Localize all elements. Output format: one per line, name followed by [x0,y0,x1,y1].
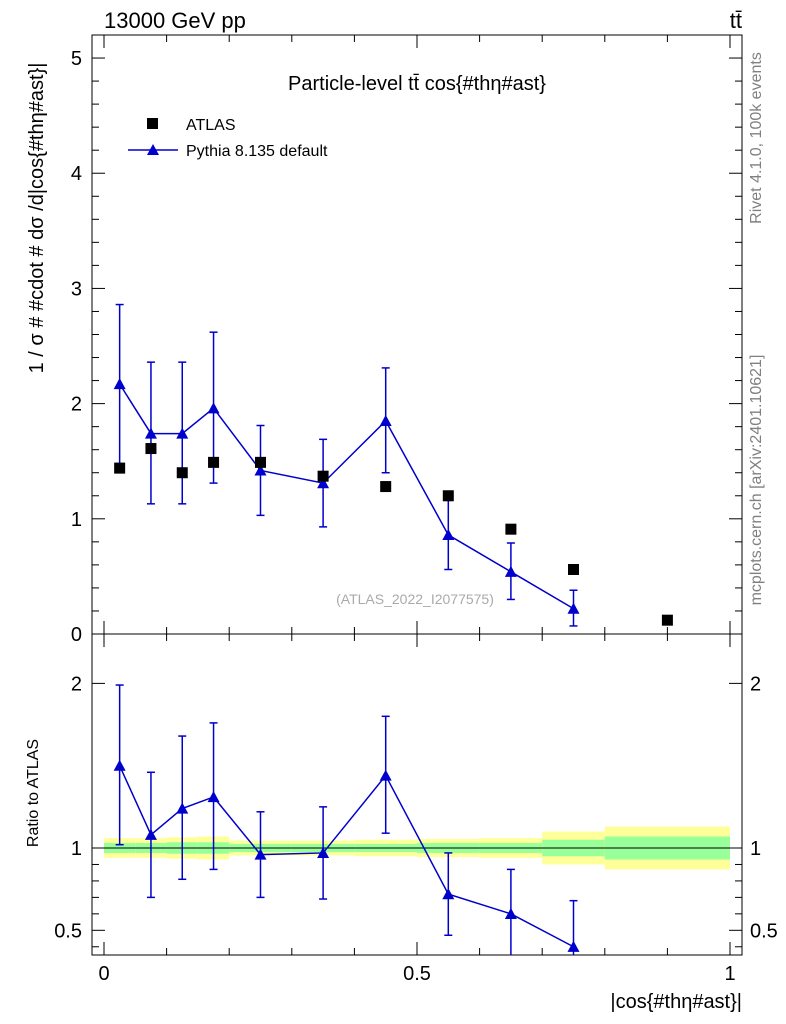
main-y-tick-label-4: 4 [71,163,82,185]
ratio-y-tick-label-left-0: 0.5 [54,920,82,942]
main-y-tick-label-3: 3 [71,278,82,300]
legend: ATLAS Pythia 8.135 default [128,117,328,160]
x-tick-label-2: 1 [724,963,735,985]
atlas-point-2 [176,467,188,479]
ratio-point-1 [144,828,157,840]
pythia-point-7 [442,528,455,541]
atlas-point-4 [255,456,266,468]
pythia-point-4 [254,464,267,476]
atlas-point-5 [317,470,329,482]
legend-atlas-label: ATLAS [186,117,236,134]
ratio-point-0 [113,759,126,771]
ratio-bands [104,826,730,870]
atlas-point-9 [568,563,579,575]
pythia-point-8 [504,565,517,577]
y-axis-title-main: 1 / σ # #cdot # dσ /d|cos{#thη#ast}| [26,63,48,374]
pythia-point-9 [567,602,580,614]
pythia-point-0 [113,378,126,390]
pythia-point-2 [176,427,189,439]
ratio-point-2 [176,802,189,814]
pythia-line [119,383,574,610]
ratio-y-tick-label-right-1: 1 [750,838,761,860]
legend-pythia-label: Pythia 8.135 default [186,143,328,160]
pythia-point-5 [317,477,330,489]
ratio-point-7 [442,888,455,900]
x-tick-label-0: 0 [98,963,109,985]
atlas-point-8 [505,523,517,535]
atlas-point-6 [380,481,392,493]
main-y-tick-label-2: 2 [71,394,82,416]
watermark: (ATLAS_2022_I2077575) [336,591,494,607]
ratio-point-9 [567,940,580,952]
ratio-y-tick-label-right-2: 2 [750,673,761,695]
tick-labels: 0 0.5 1 0 1 2 3 4 5 0.5 0.5 1 1 2 2 [54,48,778,985]
pythia-point-3 [207,402,220,414]
pythia-point-1 [144,427,157,439]
axes [91,34,743,956]
ratio-point-6 [379,769,392,781]
atlas-point-7 [442,490,454,502]
ratio-line [118,765,574,948]
ratio-point-3 [207,790,220,803]
energy-label: 13000 GeV pp [104,8,246,33]
atlas-point-10 [661,614,673,626]
main-y-tick-label-0: 0 [71,624,82,646]
x-axis-title: |cos{#thη#ast}| [610,991,742,1013]
ratio-point-8 [504,907,517,919]
ratio-point-4 [254,848,267,860]
main-y-tick-label-1: 1 [71,509,82,531]
legend-atlas-marker [147,118,158,129]
main-y-tick-label-5: 5 [71,48,82,70]
ratio-y-tick-label-left-2: 2 [71,673,82,695]
mcplots-label: mcplots.cern.ch [arXiv:2401.10621] [748,355,765,606]
chart-title: Particle-level tt̄ cos{#thη#ast} [288,73,546,95]
ratio-y-tick-label-left-1: 1 [71,838,82,860]
atlas-point-1 [145,443,157,455]
legend-pythia-marker [147,144,159,155]
process-label: tt̄ [730,8,742,33]
ratio-point-5 [317,846,330,859]
atlas-point-0 [114,462,126,474]
ratio-y-tick-label-right-0: 0.5 [750,920,778,942]
pythia-series [113,303,580,627]
ratio-series [113,684,580,955]
x-tick-label-1: 0.5 [403,963,431,985]
ratio-frame [91,633,743,956]
y-axis-title-ratio: Ratio to ATLAS [25,739,42,847]
atlas-series [114,443,673,626]
rivet-label: Rivet 4.1.0, 100k events [748,52,765,224]
atlas-point-3 [208,456,220,468]
pythia-point-6 [379,414,392,426]
